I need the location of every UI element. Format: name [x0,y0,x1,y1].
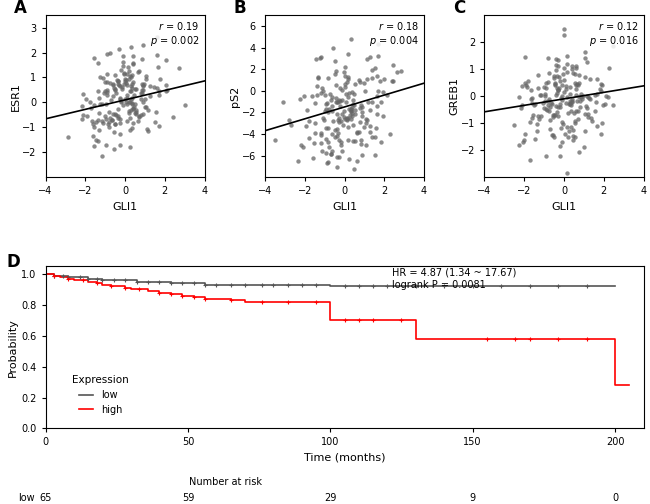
Point [130,85,140,93]
Point [356,140,366,148]
Point [562,68,573,76]
Point [109,84,119,92]
Point [339,72,350,80]
Point [324,143,335,151]
Point [110,85,120,93]
Point [145,82,155,90]
Point [580,127,590,135]
Point [571,85,582,93]
Point [540,96,550,104]
Point [367,74,377,82]
Point [298,143,309,151]
Point [295,95,306,103]
Point [341,90,352,98]
Point [84,98,95,106]
Point [113,105,124,113]
Point [119,80,129,88]
Point [525,86,536,94]
Point [140,95,150,103]
Point [365,53,375,61]
Point [388,77,398,85]
Text: $r$ = 0.18
$p$ = 0.004: $r$ = 0.18 $p$ = 0.004 [369,20,419,48]
Point [356,136,366,144]
Point [350,80,361,88]
Point [587,117,597,125]
Point [140,102,151,110]
Point [596,130,606,138]
Text: B: B [233,0,246,17]
Point [564,100,575,108]
Point [102,86,112,94]
Point [361,114,372,122]
Point [516,104,526,112]
X-axis label: Time (months): Time (months) [304,453,385,463]
Point [552,85,563,93]
Point [128,104,138,112]
Point [278,98,289,106]
Point [597,81,607,89]
Point [333,153,344,161]
Point [514,93,524,101]
Point [571,107,581,115]
Point [582,93,593,101]
Point [323,123,333,132]
Point [344,155,354,163]
Point [126,99,136,107]
Point [561,99,571,107]
Point [379,75,389,83]
Point [569,109,580,117]
Point [553,86,564,94]
Point [127,59,138,67]
Point [62,133,73,141]
Point [114,45,124,53]
Point [131,108,142,116]
Point [576,93,586,101]
Point [141,75,151,83]
Point [270,136,280,144]
Point [133,68,144,76]
Point [138,82,148,90]
Point [102,88,112,96]
Point [323,158,333,166]
Point [100,87,110,95]
Point [591,98,601,106]
Point [520,79,530,87]
Point [333,113,344,121]
Point [332,116,343,124]
Point [97,100,107,108]
Point [78,111,88,119]
Point [543,101,553,109]
Point [543,95,554,103]
Point [337,96,347,104]
Point [319,116,330,124]
Point [127,60,138,68]
Point [330,57,340,65]
Point [359,123,370,131]
Point [103,119,113,128]
Point [110,72,120,80]
Point [567,132,578,140]
Point [320,91,330,99]
Point [566,107,577,115]
Point [558,120,568,129]
Point [322,159,332,167]
Point [133,116,143,124]
Point [553,84,564,92]
Point [523,77,533,85]
Point [372,110,382,118]
Point [562,93,572,101]
Point [126,73,136,81]
Point [96,178,106,186]
Point [328,117,338,125]
Point [128,105,138,113]
Point [142,124,152,133]
Point [109,128,119,136]
Point [317,147,328,155]
Point [117,85,127,93]
Point [98,74,109,82]
Text: C: C [452,0,465,17]
Point [100,100,110,108]
Point [365,106,376,114]
Text: HR = 4.87 (1.34 ~ 17.67)
logrank P = 0.0081: HR = 4.87 (1.34 ~ 17.67) logrank P = 0.0… [393,268,517,290]
Point [125,87,136,95]
